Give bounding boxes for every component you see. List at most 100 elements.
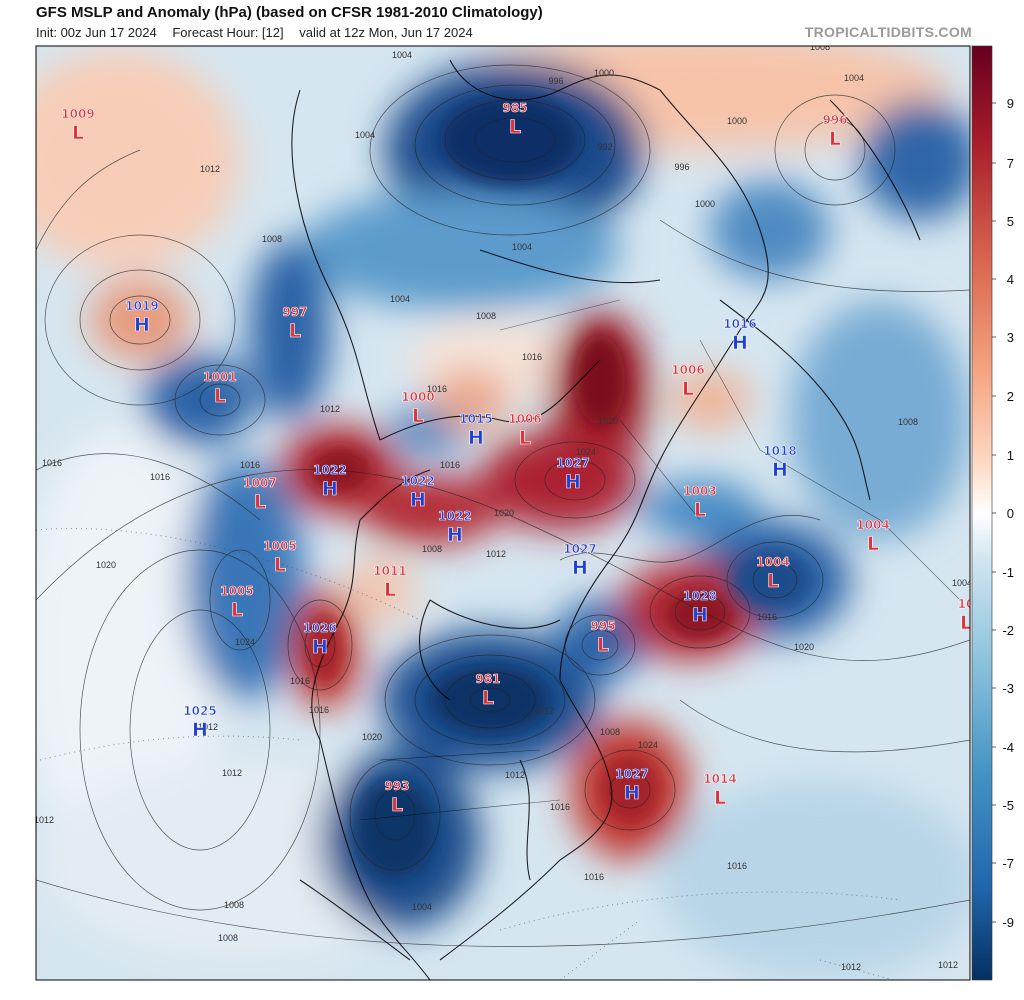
pressure-center-value: 985 (502, 101, 527, 115)
chart-title: GFS MSLP and Anomaly (hPa) (based on CFS… (36, 4, 543, 21)
isobar-label: 1016 (42, 458, 62, 468)
isobar-label: 1012 (34, 815, 54, 825)
isobar-label: 1020 (96, 560, 116, 570)
colorbar-tick-label: 2 (1007, 389, 1014, 404)
forecast-hour: Forecast Hour: [12] (172, 25, 284, 40)
isobar-label: 1016 (150, 472, 170, 482)
pressure-center-value: 1025 (183, 704, 216, 718)
pressure-center-symbol: H (322, 478, 338, 500)
pressure-center-symbol: L (682, 378, 694, 400)
colorbar-tick-label: 4 (1007, 272, 1014, 287)
isobar-label: 1020 (598, 416, 618, 426)
pressure-center-value: 1014 (703, 772, 736, 786)
isobar-label: 1012 (938, 960, 958, 970)
pressure-center-value: 1026 (303, 621, 336, 635)
pressure-center-symbol: L (72, 122, 84, 144)
pressure-center-value: 997 (282, 305, 307, 319)
pressure-center-value: 1006 (508, 412, 541, 426)
isobar-label: 1012 (200, 164, 220, 174)
colorbar-tick-label: 9 (1007, 96, 1014, 111)
isobar-label: 1008 (218, 933, 238, 943)
pressure-center-value: 1004 (856, 518, 889, 532)
pressure-center-symbol: L (867, 533, 879, 555)
isobar-label: 1004 (412, 902, 432, 912)
pressure-center-symbol: L (509, 116, 521, 138)
pressure-center-symbol: H (192, 719, 208, 741)
colorbar-tick-label: -4 (1002, 740, 1014, 755)
pressure-center-symbol: L (694, 499, 706, 521)
colorbar-tick-label: -3 (1002, 681, 1014, 696)
colorbar-scale (971, 45, 993, 981)
colorbar-tick-label: -5 (1002, 798, 1014, 813)
init-time: Init: 00z Jun 17 2024 (36, 25, 157, 40)
pressure-center-value: 981 (475, 672, 500, 686)
pressure-center-value: 1022 (401, 474, 434, 488)
pressure-center-symbol: H (732, 332, 748, 354)
isobar-label: 1024 (576, 447, 596, 457)
isobar-label: 1012 (486, 549, 506, 559)
isobar-label: 1016 (309, 705, 329, 715)
pressure-center-symbol: L (597, 634, 609, 656)
pressure-center-value: 1022 (438, 509, 471, 523)
isobar-label: 1016 (550, 802, 570, 812)
low-pressure-center: 10L (957, 597, 975, 635)
pressure-center-value: 1015 (459, 412, 492, 426)
pressure-center-symbol: H (572, 557, 588, 579)
colorbar-tick-label: -7 (1002, 856, 1014, 871)
isobar-label: 1008 (262, 234, 282, 244)
isobar-label: 1012 (841, 962, 861, 972)
pressure-center-symbol: L (254, 491, 266, 513)
pressure-center-symbol: L (384, 579, 396, 601)
pressure-center-value: 1018 (763, 444, 796, 458)
isobar-label: 1016 (522, 352, 542, 362)
pressure-center-value: 1000 (401, 390, 434, 404)
isobar-label: 1004 (390, 294, 410, 304)
isobar-label: 1016 (290, 676, 310, 686)
isobar-label: 1012 (534, 706, 554, 716)
isobar-label: 1012 (320, 404, 340, 414)
isobar-label: 1008 (476, 311, 496, 321)
pressure-center-value: 1027 (556, 456, 589, 470)
map-frame (35, 45, 971, 981)
pressure-center-value: 10 (958, 597, 975, 611)
isobar-label: 1004 (844, 73, 864, 83)
isobar-label: 1004 (355, 130, 375, 140)
isobar-label: 1016 (727, 861, 747, 871)
pressure-center-value: 1022 (313, 463, 346, 477)
isobar-label: 1020 (362, 732, 382, 742)
pressure-center-symbol: H (134, 314, 150, 336)
pressure-center-symbol: L (482, 687, 494, 709)
anomaly-colorbar: 9 7 5 4 3 2 1 0 -1 -2 -3 -4 -5 -7 -9 (971, 45, 1014, 981)
isobar-label: 996 (548, 76, 563, 86)
pressure-center-value: 1027 (563, 542, 596, 556)
pressure-center-symbol: L (231, 599, 243, 621)
colorbar-tick-label: 1 (1007, 448, 1014, 463)
chart-subtitle: Init: 00z Jun 17 2024 Forecast Hour: [12… (36, 25, 485, 40)
colorbar-tick-label: 3 (1007, 330, 1014, 345)
pressure-center-value: 1028 (683, 589, 716, 603)
pressure-center-value: 1027 (615, 767, 648, 781)
isobar-label: 1008 (422, 544, 442, 554)
isobar-label: 1016 (440, 460, 460, 470)
isobar-label: 1008 (600, 727, 620, 737)
colorbar-tick-label: 5 (1007, 214, 1014, 229)
isobar-label: 1000 (727, 116, 747, 126)
colorbar-tick-labels: 9 7 5 4 3 2 1 0 -1 -2 -3 -4 -5 -7 -9 (992, 96, 1014, 930)
pressure-center-symbol: H (312, 636, 328, 658)
